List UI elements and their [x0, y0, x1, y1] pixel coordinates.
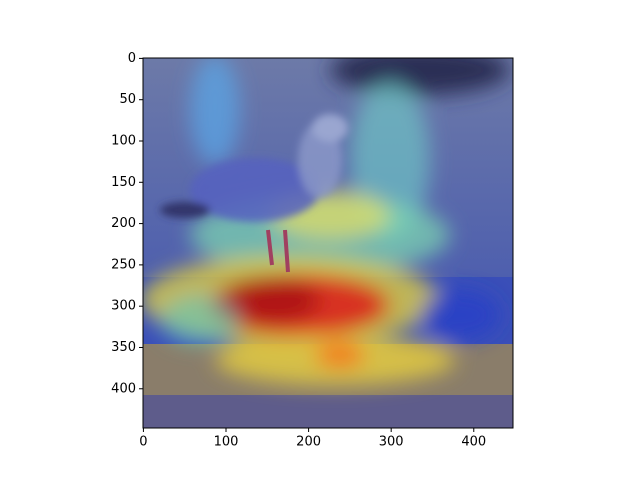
y-tick-label: 400: [111, 381, 136, 396]
y-tick-label: 100: [111, 134, 136, 149]
y-tick-label: 150: [111, 175, 136, 190]
y-tick-label: 300: [111, 299, 136, 314]
y-tick-label: 0: [128, 51, 136, 66]
image: [143, 58, 513, 428]
y-tick-label: 50: [119, 92, 136, 107]
axes-frame: [142, 57, 514, 429]
x-tick-label: 300: [379, 435, 404, 450]
y-tick-label: 250: [111, 257, 136, 272]
y-tick-label: 200: [111, 216, 136, 231]
x-tick-label: 100: [214, 435, 239, 450]
x-tick-label: 0: [139, 435, 147, 450]
x-tick-label: 400: [461, 435, 486, 450]
y-tick-label: 350: [111, 340, 136, 355]
x-tick-label: 200: [296, 435, 321, 450]
